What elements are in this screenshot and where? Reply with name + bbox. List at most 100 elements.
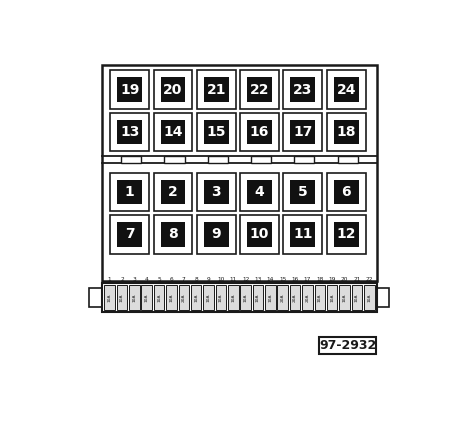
Text: 10A: 10A xyxy=(207,293,210,302)
Bar xyxy=(228,285,238,310)
Bar xyxy=(118,120,142,145)
Text: 10A: 10A xyxy=(132,293,137,302)
Bar xyxy=(253,285,263,310)
Bar xyxy=(247,180,272,204)
Text: 9: 9 xyxy=(207,277,210,282)
Bar xyxy=(90,289,102,307)
Bar xyxy=(166,285,177,310)
Text: 10A: 10A xyxy=(318,293,322,302)
Text: 18: 18 xyxy=(316,277,323,282)
Bar xyxy=(339,285,350,310)
Text: 20A: 20A xyxy=(281,293,285,302)
Text: 21: 21 xyxy=(207,83,226,97)
Text: 10A: 10A xyxy=(256,293,260,302)
Bar xyxy=(283,70,322,109)
Bar xyxy=(197,173,236,211)
Text: 4: 4 xyxy=(145,277,148,282)
Bar xyxy=(204,222,229,247)
Bar xyxy=(110,215,149,254)
Bar xyxy=(240,285,251,310)
Bar xyxy=(104,285,115,310)
Bar xyxy=(102,283,377,312)
Bar xyxy=(283,113,322,151)
Text: 10: 10 xyxy=(217,277,225,282)
Text: 3: 3 xyxy=(211,185,221,199)
Text: 11: 11 xyxy=(293,227,313,241)
Text: 20: 20 xyxy=(164,83,183,97)
Text: 15: 15 xyxy=(207,125,226,139)
Bar xyxy=(161,120,185,145)
Bar xyxy=(277,285,288,310)
Text: 10A: 10A xyxy=(120,293,124,302)
Bar xyxy=(197,215,236,254)
Text: 6: 6 xyxy=(341,185,351,199)
Text: 10A: 10A xyxy=(268,293,273,302)
Bar xyxy=(240,173,279,211)
Text: 3: 3 xyxy=(132,277,136,282)
Bar xyxy=(141,285,152,310)
Text: 20A: 20A xyxy=(182,293,186,302)
Text: 5: 5 xyxy=(157,277,161,282)
Text: 11: 11 xyxy=(229,277,237,282)
Bar xyxy=(216,285,226,310)
Text: 19: 19 xyxy=(328,277,336,282)
Bar xyxy=(377,289,390,307)
Bar xyxy=(204,78,229,102)
Text: 14: 14 xyxy=(267,277,274,282)
Bar xyxy=(283,173,322,211)
Text: 10A: 10A xyxy=(157,293,161,302)
Bar xyxy=(294,156,314,163)
Bar xyxy=(327,113,365,151)
Bar xyxy=(327,215,365,254)
Bar xyxy=(129,285,139,310)
Text: 15: 15 xyxy=(279,277,286,282)
Bar xyxy=(161,222,185,247)
Text: 10A: 10A xyxy=(219,293,223,302)
Bar xyxy=(291,222,315,247)
Bar xyxy=(247,120,272,145)
Bar xyxy=(337,156,358,163)
Text: 1: 1 xyxy=(108,277,111,282)
Text: 23: 23 xyxy=(293,83,312,97)
Bar xyxy=(247,78,272,102)
Bar xyxy=(247,222,272,247)
Bar xyxy=(251,156,271,163)
Text: 20: 20 xyxy=(341,277,348,282)
Text: 12: 12 xyxy=(337,227,356,241)
Bar xyxy=(240,113,279,151)
Bar xyxy=(121,156,141,163)
Bar xyxy=(197,70,236,109)
Text: 10A: 10A xyxy=(194,293,198,302)
Text: 10A: 10A xyxy=(367,293,371,302)
Text: 14: 14 xyxy=(164,125,183,139)
Text: 22: 22 xyxy=(250,83,269,97)
Bar xyxy=(154,285,164,310)
Bar xyxy=(154,70,192,109)
Bar xyxy=(327,173,365,211)
Text: 1: 1 xyxy=(125,185,135,199)
Bar xyxy=(240,215,279,254)
Bar xyxy=(240,70,279,109)
Text: 12: 12 xyxy=(242,277,249,282)
Bar xyxy=(154,173,192,211)
Bar xyxy=(154,113,192,151)
Text: 10A: 10A xyxy=(244,293,247,302)
Text: 10A: 10A xyxy=(145,293,149,302)
Bar xyxy=(204,180,229,204)
Text: 18: 18 xyxy=(337,125,356,139)
Bar xyxy=(118,78,142,102)
Text: 7: 7 xyxy=(125,227,135,241)
Bar xyxy=(334,78,358,102)
Text: 9: 9 xyxy=(211,227,221,241)
Text: 20A: 20A xyxy=(305,293,310,302)
Bar xyxy=(203,285,214,310)
Bar xyxy=(161,78,185,102)
Text: 4: 4 xyxy=(255,185,264,199)
Text: 8: 8 xyxy=(168,227,178,241)
Bar xyxy=(164,156,184,163)
Text: 21: 21 xyxy=(353,277,361,282)
Bar xyxy=(364,285,374,310)
Bar xyxy=(334,120,358,145)
Bar xyxy=(110,113,149,151)
Text: 10A: 10A xyxy=(330,293,334,302)
